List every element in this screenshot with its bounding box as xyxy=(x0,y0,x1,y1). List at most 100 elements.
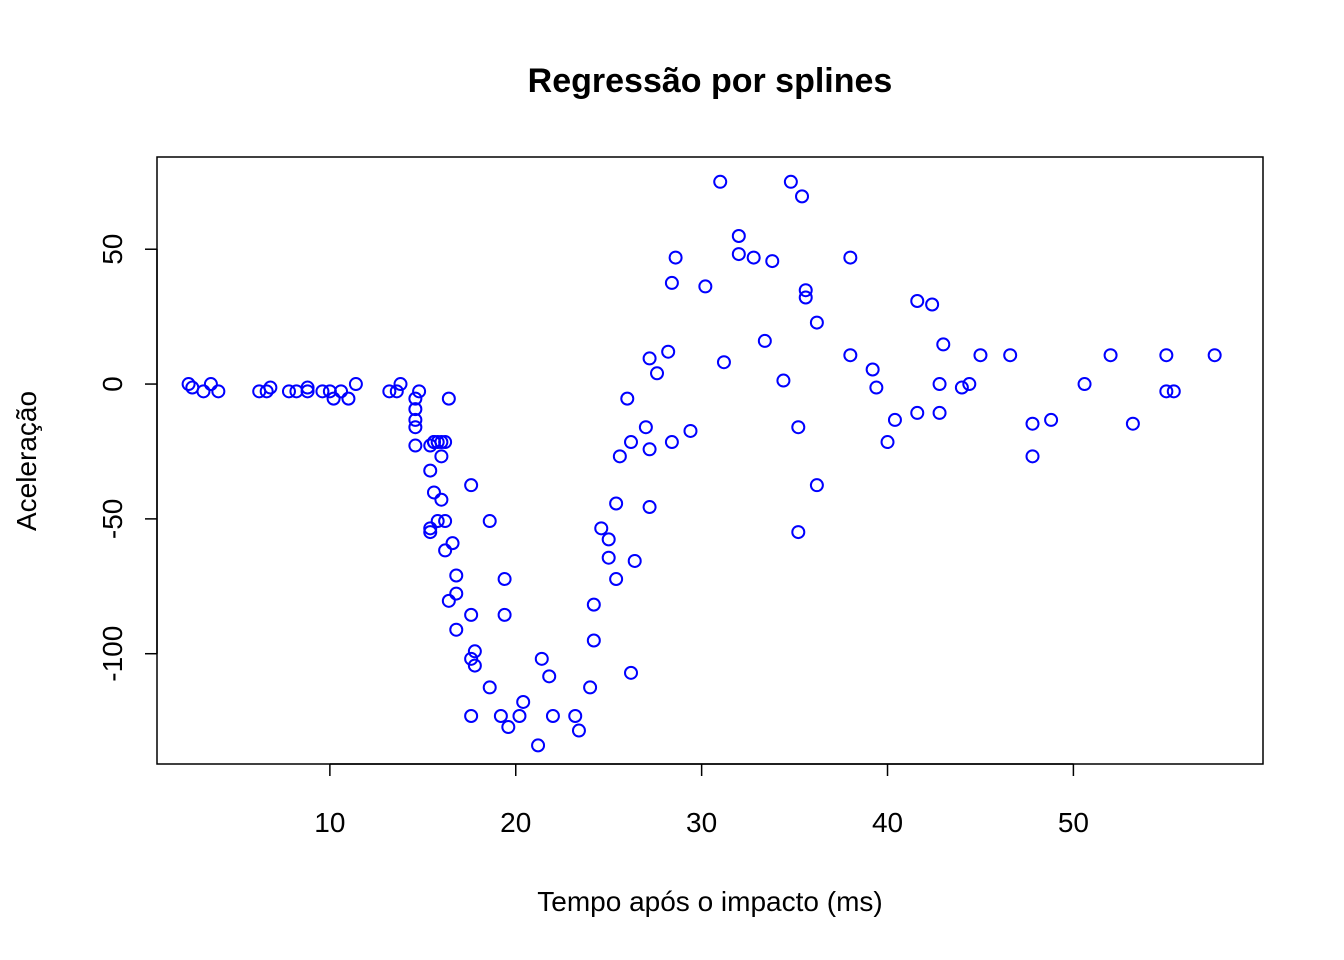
data-point xyxy=(783,174,798,189)
data-point xyxy=(869,380,884,395)
data-point xyxy=(887,412,902,427)
plot-frame xyxy=(156,156,1264,765)
data-point xyxy=(545,709,560,724)
y-tick-label: -50 xyxy=(97,499,128,539)
data-point xyxy=(594,521,609,536)
data-point xyxy=(408,420,423,435)
data-point xyxy=(1103,348,1118,363)
data-point xyxy=(954,380,969,395)
data-point xyxy=(624,665,638,680)
data-point xyxy=(434,492,449,507)
y-tick-label: -100 xyxy=(97,626,128,682)
data-point xyxy=(281,384,296,399)
data-point xyxy=(497,572,512,587)
data-point xyxy=(464,709,479,724)
data-point xyxy=(542,669,557,684)
data-point xyxy=(389,384,404,399)
data-point xyxy=(586,597,601,612)
x-tick-label: 50 xyxy=(1058,807,1089,838)
data-point xyxy=(932,377,947,392)
data-point xyxy=(423,463,438,478)
data-point xyxy=(408,402,423,417)
data-point xyxy=(467,658,482,673)
data-point xyxy=(910,405,925,420)
data-point xyxy=(1044,412,1059,427)
data-point xyxy=(925,297,940,312)
data-point xyxy=(620,391,635,406)
data-point xyxy=(326,391,341,406)
data-point xyxy=(434,449,449,464)
data-point xyxy=(516,694,531,709)
x-tick-label: 20 xyxy=(500,807,531,838)
y-axis: -100 -50 0 50 xyxy=(97,234,158,682)
data-point xyxy=(798,283,813,298)
data-point xyxy=(300,380,315,395)
data-point xyxy=(1125,416,1140,431)
data-point xyxy=(348,377,363,392)
data-point xyxy=(601,550,616,565)
data-point xyxy=(1025,449,1040,464)
data-point xyxy=(449,586,464,601)
data-point xyxy=(973,348,988,363)
data-point xyxy=(181,377,196,392)
x-axis: 10 20 30 40 50 xyxy=(314,763,1089,838)
data-point xyxy=(843,348,858,363)
data-point xyxy=(482,514,497,529)
data-point xyxy=(423,525,438,540)
y-tick-label: 50 xyxy=(97,234,128,265)
x-tick-label: 40 xyxy=(872,807,903,838)
data-point xyxy=(1159,384,1174,399)
data-point xyxy=(531,738,546,753)
data-point xyxy=(601,532,616,547)
data-point xyxy=(809,315,824,330)
data-point xyxy=(627,553,642,568)
x-tick-label: 10 xyxy=(314,807,345,838)
y-axis-label: Aceleração xyxy=(11,391,42,531)
data-point xyxy=(713,174,728,189)
data-point xyxy=(765,254,780,269)
x-axis-label: Tempo após o impacto (ms) xyxy=(537,886,882,917)
data-point xyxy=(716,355,731,370)
data-point xyxy=(1025,416,1040,431)
data-point xyxy=(512,709,527,724)
data-point xyxy=(642,351,657,366)
data-point xyxy=(426,485,441,500)
data-point xyxy=(865,362,880,377)
data-point xyxy=(449,622,464,637)
data-point xyxy=(315,384,330,399)
data-point xyxy=(497,607,512,622)
data-point xyxy=(731,229,746,244)
data-point xyxy=(300,384,315,399)
data-point xyxy=(382,384,397,399)
data-point xyxy=(668,250,683,265)
data-point xyxy=(445,536,460,551)
data-point xyxy=(449,568,464,583)
data-point xyxy=(408,391,423,406)
data-point xyxy=(334,384,349,399)
data-point xyxy=(661,344,676,359)
data-point xyxy=(196,384,211,399)
data-point xyxy=(464,607,479,622)
data-point xyxy=(211,384,226,399)
data-point xyxy=(438,543,453,558)
data-point xyxy=(467,644,482,659)
data-point xyxy=(776,373,791,388)
data-point xyxy=(798,290,813,305)
data-point xyxy=(731,247,746,262)
data-point xyxy=(624,435,638,450)
data-point xyxy=(408,438,423,453)
data-point xyxy=(1077,377,1092,392)
data-point xyxy=(698,279,713,294)
data-point xyxy=(757,333,772,348)
data-point xyxy=(638,420,653,435)
data-point xyxy=(430,435,445,450)
data-point xyxy=(612,449,627,464)
data-point xyxy=(843,250,858,265)
data-point xyxy=(650,366,665,381)
chart-title: Regressão por splines xyxy=(528,62,893,100)
data-point xyxy=(438,435,453,450)
data-point xyxy=(501,720,516,735)
data-point xyxy=(464,478,479,493)
data-point xyxy=(393,377,408,392)
